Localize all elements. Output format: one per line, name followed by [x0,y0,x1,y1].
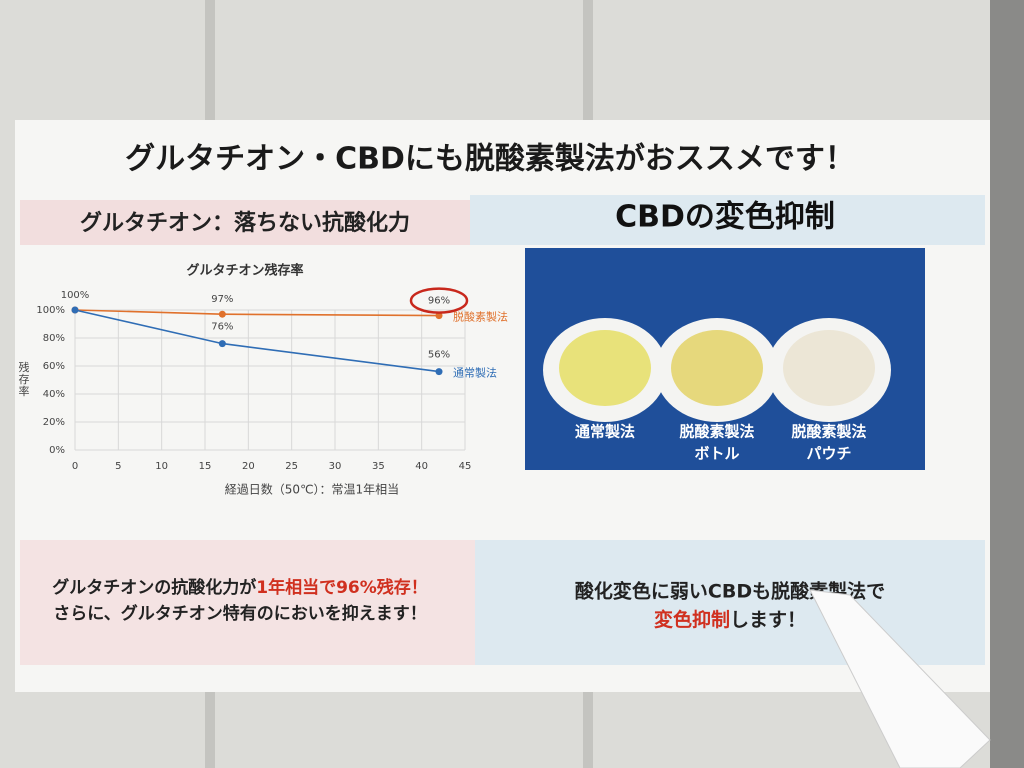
photo-label: 脱酸素製法 [791,423,866,441]
message-highlight: 1年相当で96%残存！ [256,577,428,598]
chart: グルタチオン残存率 0% 20% 40% 60% 80% 100% 0 5 10 15 20 25 30 3… [19,263,509,497]
data-label: 56% [428,350,450,361]
point [71,306,79,314]
y-tick-label: 100% [36,305,65,316]
x-axis-label: 経過日数（50℃）：常温1年相当 [225,482,399,497]
right-heading: CBDの変色抑制 [615,200,835,235]
message-highlight: 変色抑制 [654,608,730,631]
y-tick-label: 40% [43,389,65,400]
cup-liquid [671,330,763,406]
message-text: します！ [730,609,806,631]
y-tick-label: 0% [49,445,65,456]
right-message-line: 変色抑制します！ [654,608,806,631]
left-heading-band [20,200,470,245]
x-tick-label: 25 [285,461,298,472]
point [435,368,443,376]
x-tick-label: 15 [199,461,212,472]
cup-liquid [783,330,875,406]
right-message-line: 酸化変色に弱いCBDも脱酸素製法で [575,580,885,603]
y-tick-label: 20% [43,417,65,428]
left-heading: グルタチオン：落ちない抗酸化力 [80,210,410,236]
y-axis-label: 残存率 [19,360,30,398]
left-message-line: さらに、グルタチオン特有のにおいを抑えます！ [53,603,427,624]
data-label: 96% [428,296,450,307]
right-message-band [475,540,985,665]
x-tick-label: 45 [459,461,472,472]
series-label: 脱酸素製法 [453,310,508,324]
photo-label: 脱酸素製法 [679,423,754,441]
x-tick-label: 20 [242,461,255,472]
highlight-circle [409,287,469,314]
x-tick-label: 10 [155,461,168,472]
y-tick-label: 80% [43,333,65,344]
point [218,340,226,348]
photo-label: パウチ [806,445,851,463]
photo-label: ボトル [694,445,739,463]
foreground-sign [809,589,991,768]
x-tick-label: 5 [115,461,121,472]
data-label: 76% [211,322,233,333]
chart-title: グルタチオン残存率 [186,263,303,279]
booth-edge [990,0,1024,768]
right-heading-band [470,195,985,245]
x-tick-label: 0 [72,461,78,472]
poster-header: グルタチオン・CBDにも脱酸素製法がおススメです！ [125,142,855,177]
x-tick-label: 40 [415,461,428,472]
point [435,312,443,320]
x-tick-label: 35 [372,461,385,472]
data-label: 97% [211,294,233,305]
left-message-band [20,540,475,665]
series-label: 通常製法 [453,366,497,380]
left-message-line: グルタチオンの抗酸化力が1年相当で96%残存！ [52,577,428,598]
message-text: グルタチオンの抗酸化力が [52,577,256,598]
x-tick-label: 30 [329,461,342,472]
point [218,310,226,318]
data-label: 100% [61,290,90,301]
y-tick-label: 60% [43,361,65,372]
cup-liquid [559,330,651,406]
photo-label: 通常製法 [575,423,635,441]
